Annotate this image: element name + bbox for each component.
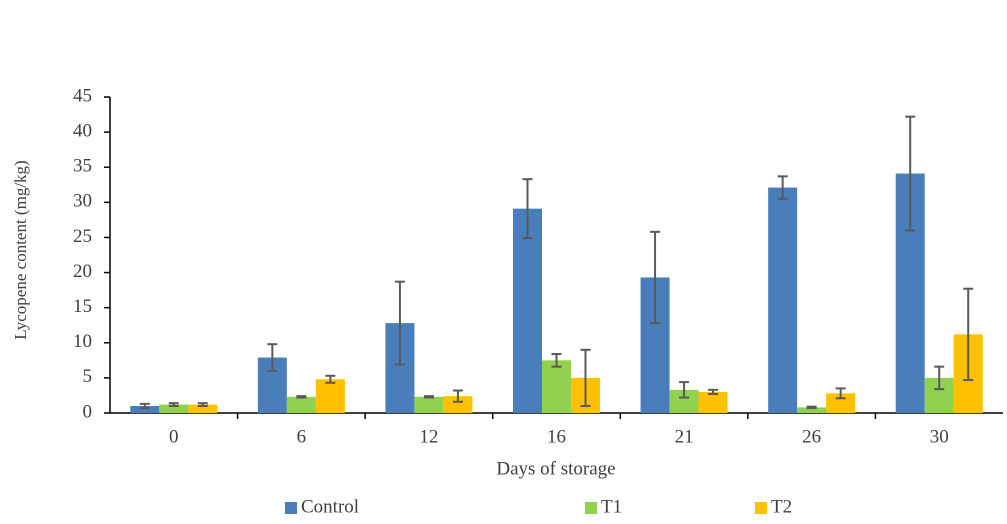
bar	[188, 404, 218, 413]
legend-swatch	[755, 502, 767, 514]
x-tick-label: 0	[169, 426, 179, 447]
x-axis-title: Days of storage	[496, 458, 615, 479]
error-bar	[394, 280, 405, 366]
bar	[768, 187, 798, 413]
y-tick-label: 5	[83, 366, 93, 387]
error-bar	[139, 402, 150, 410]
bar	[286, 396, 316, 413]
error-bar	[325, 374, 336, 384]
y-tick-label: 0	[83, 401, 93, 422]
error-bar	[423, 395, 434, 399]
error-bar	[835, 387, 846, 400]
error-bar	[963, 287, 974, 381]
legend-swatch	[285, 502, 297, 514]
x-tick-label: 16	[547, 426, 566, 447]
error-bar	[679, 381, 690, 399]
error-bar	[580, 348, 591, 407]
error-bar	[777, 175, 788, 200]
legend-label: T1	[601, 496, 622, 517]
y-tick-label: 30	[73, 191, 92, 212]
y-axis-title: Lycopene content (mg/kg)	[11, 160, 30, 339]
bar	[698, 391, 728, 413]
bar	[159, 404, 189, 413]
bar	[826, 393, 856, 413]
bar	[542, 360, 571, 413]
bar	[669, 389, 699, 413]
x-tick-label: 21	[675, 426, 694, 447]
y-tick-label: 10	[73, 331, 92, 352]
error-bar	[905, 115, 916, 232]
bar	[315, 379, 345, 413]
legend-label: Control	[301, 496, 359, 517]
error-bar	[296, 395, 307, 399]
error-bar	[168, 402, 179, 407]
y-tick-label: 40	[73, 120, 92, 141]
y-tick-label: 35	[73, 156, 92, 177]
error-bar	[806, 405, 817, 410]
error-bar	[708, 388, 719, 396]
x-tick-label: 26	[802, 426, 821, 447]
error-bar	[197, 402, 208, 407]
bar	[130, 405, 160, 413]
x-tick-label: 12	[419, 426, 438, 447]
error-bar	[650, 230, 661, 325]
error-bar	[522, 178, 533, 240]
bar	[414, 396, 444, 413]
error-bar	[551, 353, 562, 368]
x-tick-label: 6	[297, 426, 307, 447]
error-bar	[267, 343, 278, 372]
bar	[797, 407, 827, 413]
legend-swatch	[585, 502, 597, 514]
legend-label: T2	[771, 496, 792, 517]
bar	[513, 208, 542, 413]
y-tick-label: 15	[73, 296, 92, 317]
error-bar	[452, 389, 463, 403]
x-tick-label: 30	[930, 426, 949, 447]
y-tick-label: 45	[73, 85, 92, 106]
error-bar	[934, 365, 945, 391]
y-tick-label: 25	[73, 226, 92, 247]
bar	[443, 396, 473, 413]
y-tick-label: 20	[73, 261, 92, 282]
